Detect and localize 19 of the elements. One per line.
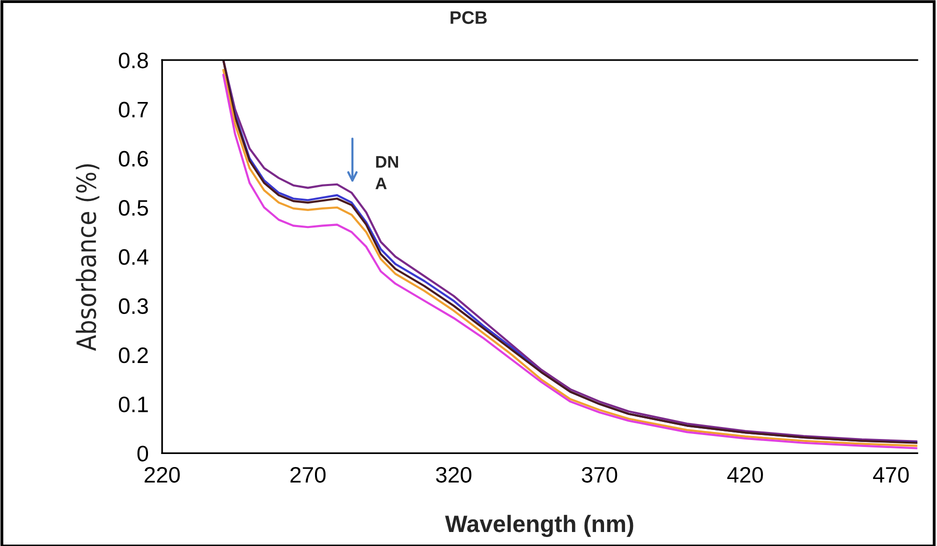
y-tick-label: 0.1	[118, 396, 148, 412]
y-tick-label: 0.6	[118, 150, 148, 167]
chart-title: PCB	[450, 11, 487, 24]
x-tick-label: 370	[582, 466, 618, 483]
y-tick-label: 0.7	[118, 102, 148, 118]
x-tick-label: 420	[727, 466, 763, 483]
x-tick-label: 470	[873, 466, 909, 483]
y-axis-title: Absorbance (%)	[76, 164, 100, 351]
y-tick-label: 0.4	[118, 249, 148, 265]
y-tick-label: 0.5	[118, 200, 148, 216]
annotation: DN A	[375, 156, 398, 190]
y-tick-label: 0	[137, 446, 148, 462]
y-tick-label: 0.2	[118, 347, 148, 364]
y-tick-label: 0.8	[118, 52, 148, 68]
x-tick-label: 220	[144, 466, 180, 483]
y-tick-label: 0.3	[118, 298, 148, 314]
x-axis-title: Wavelength (nm)	[445, 514, 634, 537]
x-tick-label: 320	[436, 466, 472, 483]
x-tick-label: 270	[290, 466, 326, 483]
